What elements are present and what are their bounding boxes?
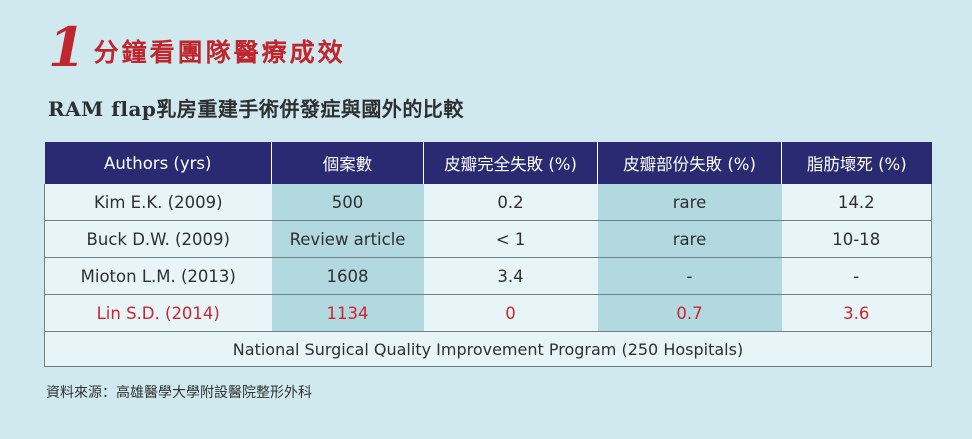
table-row: Mioton L.M. (2013) 1608 3.4 - - [44,257,932,295]
header-cases: 個案數 [271,142,424,184]
cell-cases: 500 [271,184,424,221]
table-row-highlight: Lin S.D. (2014) 1134 0 0.7 3.6 [44,294,932,332]
table-row: Kim E.K. (2009) 500 0.2 rare 14.2 [44,184,932,221]
cell-cases: 1608 [271,257,424,295]
comparison-table: Authors (yrs) 個案數 皮瓣完全失敗 (%) 皮瓣部份失敗 (%) … [44,142,932,367]
subtitle: RAM flap乳房重建手術併發症與國外的比較 [48,97,464,121]
cell-partial-failure: rare [597,184,782,221]
cell-author: Buck D.W. (2009) [44,220,272,258]
page-title: 1 分鐘看團隊醫療成效 [48,18,346,74]
table-header-row: Authors (yrs) 個案數 皮瓣完全失敗 (%) 皮瓣部份失敗 (%) … [44,142,932,184]
cell-author: Kim E.K. (2009) [44,184,272,221]
header-fat-necrosis: 脂肪壞死 (%) [781,142,932,184]
cell-total-failure: < 1 [423,220,598,258]
cell-partial-failure: - [597,257,782,295]
cell-author: Lin S.D. (2014) [44,294,272,332]
cell-total-failure: 0.2 [423,184,598,221]
cell-cases: 1134 [271,294,424,332]
cell-author: Mioton L.M. (2013) [44,257,272,295]
table-footer: National Surgical Quality Improvement Pr… [44,331,932,367]
source-note: 資料來源：高雄醫學大學附設醫院整形外科 [46,385,312,401]
cell-fat-necrosis: 3.6 [781,294,932,332]
table-row: Buck D.W. (2009) Review article < 1 rare… [44,220,932,258]
title-number: 1 [48,15,86,79]
title-text: 分鐘看團隊醫療成效 [93,38,346,67]
cell-total-failure: 0 [423,294,598,332]
cell-partial-failure: rare [597,220,782,258]
header-total-flap-failure: 皮瓣完全失敗 (%) [423,142,598,184]
cell-fat-necrosis: 14.2 [781,184,932,221]
cell-fat-necrosis: 10-18 [781,220,932,258]
header-authors: Authors (yrs) [44,142,272,184]
cell-fat-necrosis: - [781,257,932,295]
header-partial-flap-failure: 皮瓣部份失敗 (%) [597,142,782,184]
cell-cases: Review article [271,220,424,258]
table-footer-row: National Surgical Quality Improvement Pr… [44,331,932,367]
cell-partial-failure: 0.7 [597,294,782,332]
cell-total-failure: 3.4 [423,257,598,295]
